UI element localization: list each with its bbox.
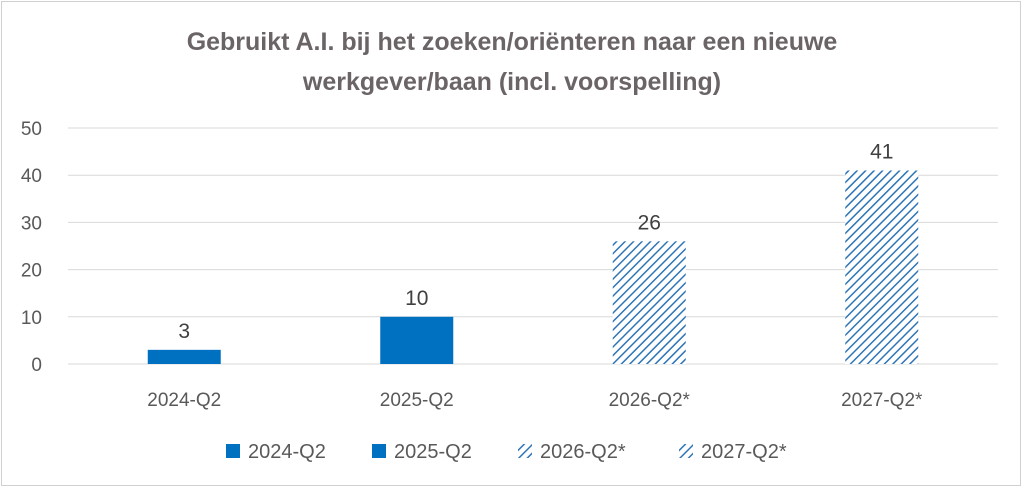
y-tick-label: 40 [21, 166, 42, 187]
legend-swatch [518, 444, 532, 458]
legend: 2024-Q2 2025-Q2 2026-Q2* 2027-Q2* [226, 441, 787, 463]
data-label: 3 [178, 320, 190, 343]
y-tick-label: 0 [31, 355, 42, 376]
data-label: 41 [870, 140, 893, 163]
bars [147, 170, 919, 364]
gridlines [68, 127, 998, 365]
data-labels: 3 10 26 41 [178, 140, 893, 342]
y-tick-label: 10 [21, 308, 42, 329]
data-label: 26 [638, 211, 661, 234]
y-tick-label: 50 [21, 119, 42, 140]
x-tick-label: 2024-Q2 [147, 390, 221, 411]
chart-title: Gebruikt A.I. bij het zoeken/oriënteren … [2, 22, 1022, 102]
x-tick-label: 2025-Q2 [380, 390, 454, 411]
chart-title-line-1: Gebruikt A.I. bij het zoeken/oriënteren … [186, 28, 838, 56]
legend-swatch [372, 444, 386, 458]
legend-swatch [679, 444, 693, 458]
bar-2026-Q2* [612, 241, 686, 364]
legend-swatch [226, 444, 240, 458]
x-tick-label: 2027-Q2* [841, 390, 923, 411]
legend-label: 2026-Q2* [540, 441, 626, 463]
bar-2025-Q2 [380, 316, 454, 364]
chart-title-line-2: werkgever/baan (incl. voorspelling) [302, 68, 722, 96]
x-tick-label: 2026-Q2* [609, 390, 691, 411]
y-tick-label: 30 [21, 213, 42, 234]
x-axis: 2024-Q2 2025-Q2 2026-Q2* 2027-Q2* [147, 390, 923, 411]
data-label: 10 [405, 287, 428, 310]
bar-2027-Q2* [845, 170, 919, 364]
legend-label: 2025-Q2 [394, 441, 472, 463]
bar-2024-Q2 [147, 349, 221, 364]
legend-label: 2024-Q2 [248, 441, 326, 463]
y-axis: 0 10 20 30 40 50 [21, 119, 42, 376]
legend-label: 2027-Q2* [701, 441, 787, 463]
y-tick-label: 20 [21, 261, 42, 282]
